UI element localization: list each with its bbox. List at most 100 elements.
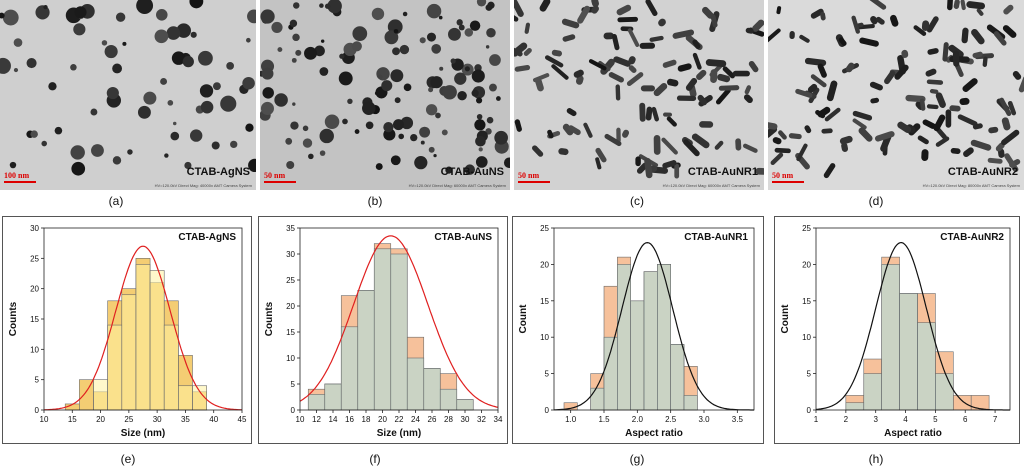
- tem-particle: [674, 163, 680, 179]
- tem-particle: [645, 106, 653, 121]
- tem-particle: [628, 56, 636, 65]
- x-axis-label: Aspect ratio: [884, 428, 942, 439]
- tem-particle: [189, 0, 204, 9]
- y-axis-label: Counts: [264, 301, 275, 336]
- tem-particle: [732, 70, 750, 77]
- tem-particle: [768, 28, 781, 44]
- x-tick-label: 16: [345, 415, 354, 424]
- tem-particle: [261, 67, 274, 80]
- tem-particle: [644, 157, 653, 179]
- tem-particle: [551, 64, 569, 80]
- tem-particle: [795, 88, 813, 98]
- tem-particle: [302, 125, 309, 132]
- y-tick-label: 0: [807, 406, 812, 415]
- y-tick-label: 0: [291, 406, 296, 415]
- tem-particle: [960, 0, 966, 11]
- tem-particle: [390, 69, 404, 83]
- tem-particle: [464, 66, 470, 72]
- tem-particle: [212, 82, 221, 91]
- tem-particle: [966, 1, 986, 10]
- tem-particle: [945, 109, 952, 128]
- histogram-aunr1: 1.0 1.5 2.0 2.5 3.0 3.5 0 5 10 15 20 25 CTAB-AuNR1 As…: [512, 216, 764, 444]
- tem-particle: [441, 129, 448, 136]
- x-tick-label: 2.0: [632, 415, 644, 424]
- x-tick-label: 40: [209, 415, 218, 424]
- tem-particle: [845, 62, 855, 73]
- chart-title: CTAB-AuNR1: [684, 232, 748, 243]
- scale-bar-label: 50 nm: [772, 171, 794, 180]
- tem-particle: [0, 57, 11, 74]
- tem-particle: [403, 83, 412, 92]
- tem-particle: [260, 101, 274, 115]
- y-tick-label: 15: [540, 297, 549, 306]
- y-tick-label: 10: [802, 333, 811, 342]
- tem-particle: [954, 63, 964, 77]
- x-tick-label: 45: [238, 415, 247, 424]
- tem-particle: [503, 157, 510, 169]
- tem-particle: [399, 44, 410, 55]
- histogram-bar-overlay: [107, 324, 123, 411]
- histogram-bar-overlay: [390, 253, 408, 411]
- scale-bar-label: 50 nm: [518, 171, 540, 180]
- y-axis-label: Count: [780, 304, 791, 334]
- tem-particle: [246, 37, 251, 43]
- tem-particle: [929, 89, 939, 94]
- histogram-bar-overlay: [617, 264, 631, 411]
- tem-particle: [566, 108, 577, 117]
- tem-particle: [745, 27, 754, 34]
- tem-particle: [200, 100, 214, 114]
- x-tick-label: 34: [494, 415, 503, 424]
- tem-particle: [486, 27, 496, 38]
- tem-particle: [347, 98, 353, 105]
- tem-particle: [13, 67, 19, 73]
- tem-particle: [30, 130, 38, 138]
- tem-particle: [868, 0, 887, 10]
- tem-particle: [170, 131, 180, 141]
- histogram-bar-overlay: [357, 290, 375, 411]
- tem-particle: [627, 28, 640, 47]
- tem-particle: [485, 45, 490, 49]
- histogram-bar-overlay: [683, 395, 698, 411]
- tem-particle: [993, 31, 1007, 46]
- tem-particle: [591, 5, 599, 14]
- tem-particle: [692, 52, 702, 70]
- tem-particle: [302, 138, 313, 148]
- tem-sample-label: CTAB-AuNR2: [947, 166, 1018, 178]
- tem-particle: [489, 83, 497, 92]
- panel-letter-e: (e): [120, 452, 136, 466]
- tem-particle: [562, 123, 574, 136]
- tem-particle: [426, 32, 437, 42]
- tem-particle: [963, 147, 974, 158]
- chart-svg: 1 2 3 4 5 6 7 0 5 10 15 20 25 CTAB-AuNR2 Aspect ratio C…: [774, 216, 1020, 444]
- tem-particle: [901, 49, 909, 58]
- tem-particle: [485, 4, 493, 11]
- x-axis-label: Size (nm): [121, 428, 165, 439]
- tem-sample-label: CTAB-AuNS: [440, 166, 504, 178]
- tem-meta: HV=120.0kV Direct Mag: 60000x AMT Camera…: [408, 183, 506, 188]
- tem-particle: [362, 101, 376, 116]
- tem-particle: [972, 123, 983, 130]
- tem-particle: [950, 147, 961, 155]
- tem-particle: [320, 39, 325, 43]
- x-tick-label: 25: [124, 415, 133, 424]
- tem-particle: [699, 121, 714, 128]
- tem-particle: [420, 140, 425, 145]
- tem-particle: [172, 121, 177, 126]
- tem-particle: [897, 121, 912, 134]
- tem-particle: [390, 155, 401, 166]
- tem-particle: [971, 28, 985, 45]
- y-tick-label: 5: [807, 370, 812, 379]
- tem-particle: [190, 31, 197, 38]
- tem-particle: [645, 0, 658, 17]
- tem-particle: [748, 60, 759, 73]
- tem-particle: [603, 32, 614, 40]
- tem-particle: [122, 41, 127, 46]
- tem-particle: [987, 157, 1003, 164]
- y-tick-label: 5: [545, 370, 550, 379]
- tem-particle: [456, 19, 463, 26]
- histogram-bar-overlay: [163, 324, 179, 411]
- tem-particle: [277, 47, 283, 53]
- y-tick-label: 20: [802, 260, 811, 269]
- tem-particle: [308, 153, 314, 160]
- tem-particle: [304, 46, 317, 60]
